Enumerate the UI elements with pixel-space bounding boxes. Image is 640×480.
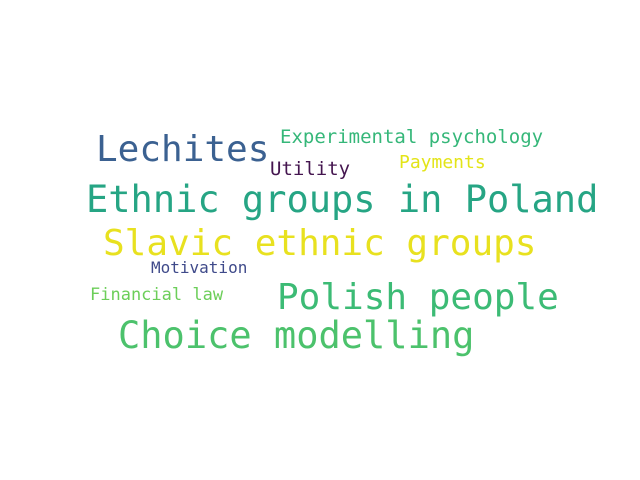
word-ethnic-groups-in-poland: Ethnic groups in Poland: [86, 178, 599, 221]
word-utility: Utility: [270, 158, 351, 180]
word-motivation: Motivation: [151, 258, 248, 277]
word-payments: Payments: [399, 152, 486, 173]
word-experimental-psychology: Experimental psychology: [280, 126, 544, 148]
word-lechites: Lechites: [96, 129, 270, 170]
word-polish-people: Polish people: [277, 277, 559, 318]
word-financial-law: Financial law: [90, 285, 224, 305]
word-slavic-ethnic-groups: Slavic ethnic groups: [103, 223, 537, 264]
word-choice-modelling: Choice modelling: [118, 314, 475, 357]
